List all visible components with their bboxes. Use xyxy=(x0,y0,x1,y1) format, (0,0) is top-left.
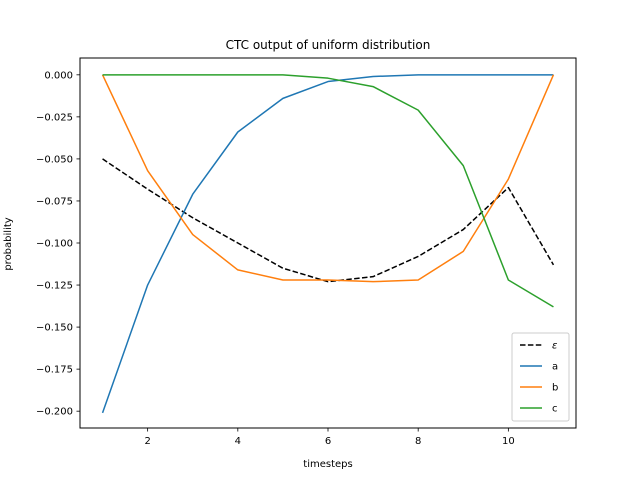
y-axis-label: probability xyxy=(3,217,14,270)
x-tick-label: 10 xyxy=(502,436,515,447)
series-line-a xyxy=(101,74,554,414)
legend-label: ε xyxy=(552,341,558,352)
y-tick-label: −0.075 xyxy=(36,196,73,207)
y-tick-label: −0.200 xyxy=(36,407,73,418)
y-tick-label: −0.175 xyxy=(36,365,73,376)
series-line-c xyxy=(102,74,554,308)
y-tick-label: −0.150 xyxy=(36,323,73,334)
y-tick-label: −0.050 xyxy=(36,154,73,165)
legend-label: a xyxy=(552,362,558,373)
legend-label: b xyxy=(552,383,558,394)
legend-box xyxy=(511,332,570,422)
y-tick-label: −0.125 xyxy=(36,281,73,292)
x-tick-label: 6 xyxy=(325,436,331,447)
legend-label: c xyxy=(552,404,558,415)
x-tick-label: 4 xyxy=(235,436,241,447)
x-tick-label: 8 xyxy=(415,436,421,447)
x-axis-label: timesteps xyxy=(303,459,352,470)
series-line-b xyxy=(101,74,555,283)
axis-ticks: 2 4 6 8 10 0.000 −0.025 −0.050 −0.075 −0.100 −0.12… xyxy=(36,70,515,447)
y-tick-label: 0.000 xyxy=(44,70,73,81)
series-line-epsilon xyxy=(102,158,555,283)
x-tick-label: 2 xyxy=(144,436,150,447)
chart-title: CTC output of uniform distribution xyxy=(226,38,431,52)
plot-area xyxy=(101,74,555,414)
y-tick-label: −0.100 xyxy=(36,239,73,250)
y-tick-label: −0.025 xyxy=(36,112,73,123)
